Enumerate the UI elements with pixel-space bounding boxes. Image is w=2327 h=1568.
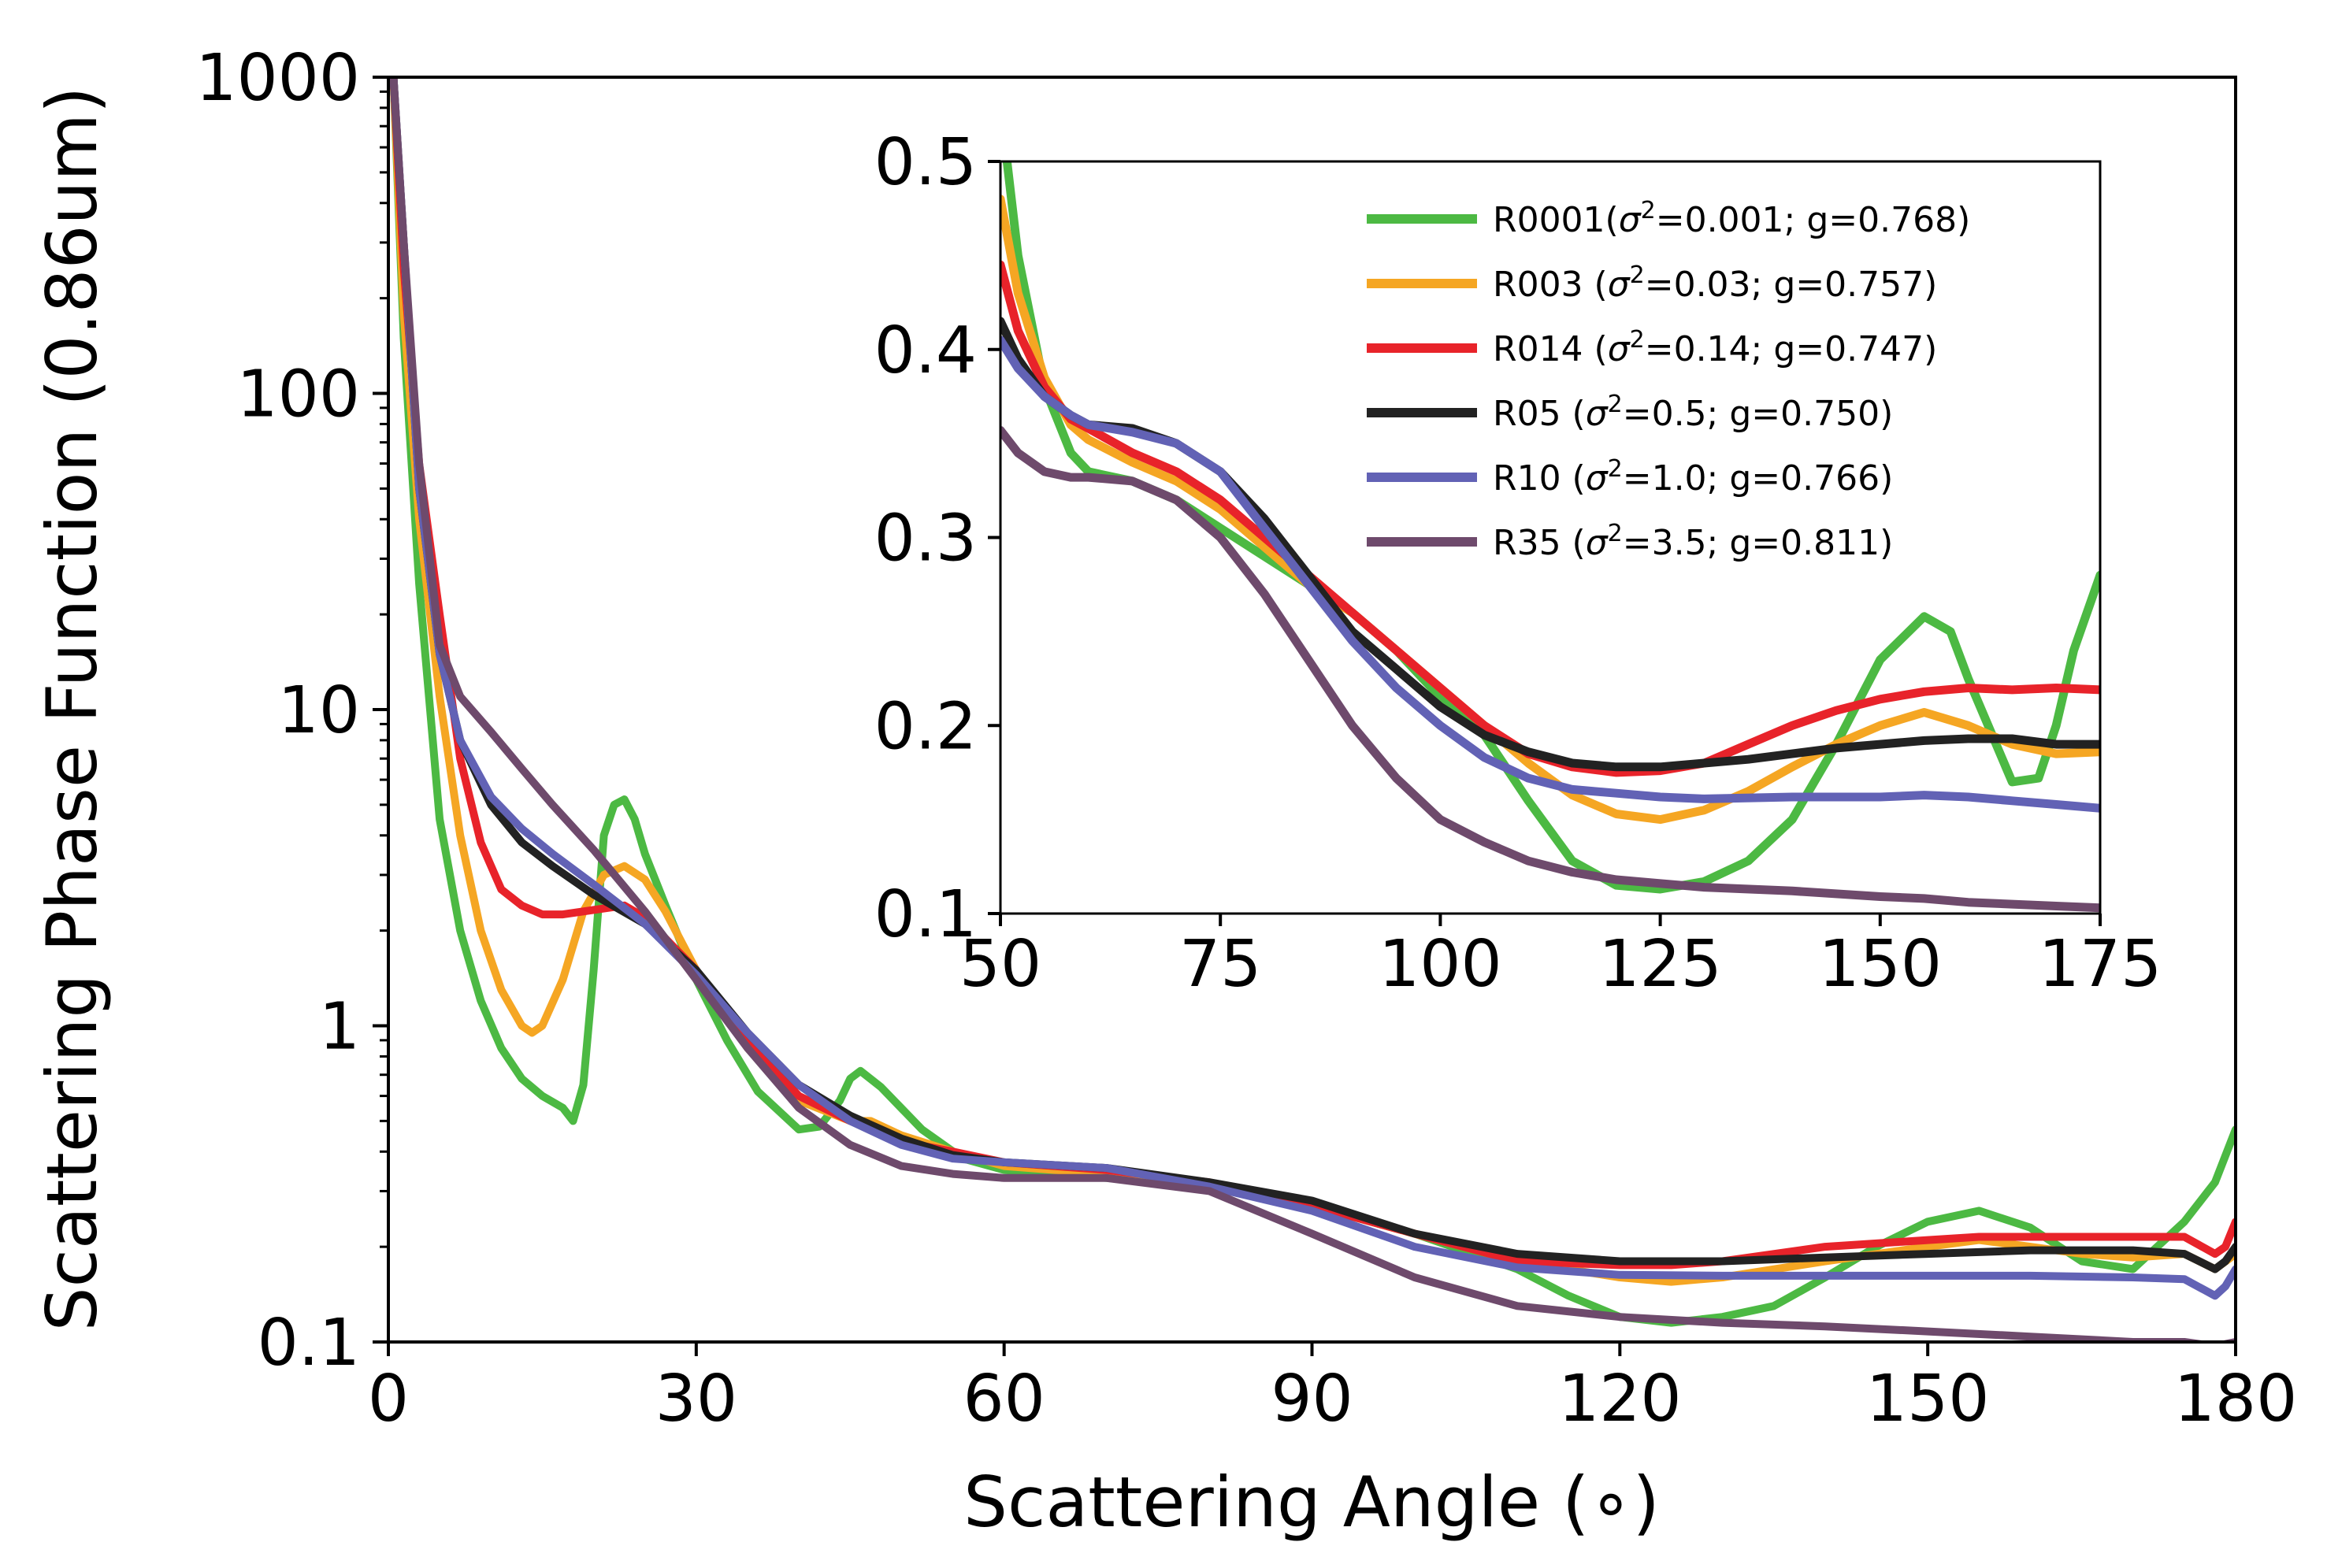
inset-series-line-r10 (1000, 335, 2100, 813)
legend-prefix: R05 ( (1493, 394, 1586, 434)
inset-x-tick-label: 150 (1819, 927, 1943, 1002)
inset-series-group (1000, 161, 2100, 913)
legend-exponent: 2 (1630, 326, 1645, 354)
legend-entry-r0001: R0001(σ2=0.001; g=0.768) (1493, 197, 1970, 241)
legend: R0001(σ2=0.001; g=0.768)R003 (σ2=0.03; g… (1367, 197, 1970, 564)
inset-y-tick-label: 0.3 (874, 502, 977, 576)
legend-sigma: σ (1586, 523, 1609, 563)
legend-suffix: =0.03; g=0.757) (1645, 265, 1938, 305)
legend-entry-r05: R05 (σ2=0.5; g=0.750) (1493, 391, 1893, 435)
legend-suffix: =3.5; g=0.811) (1623, 523, 1894, 563)
main-y-tick-label: 100 (236, 358, 360, 432)
inset-x-tick-label: 100 (1379, 927, 1502, 1002)
legend-sigma: σ (1586, 394, 1609, 434)
main-y-tick-label: 10 (278, 673, 360, 748)
main-x-tick-label: 0 (368, 1362, 409, 1436)
x-axis-label: Scattering Angle (∘) (963, 1462, 1660, 1543)
inset-y-tick-label: 0.4 (874, 313, 977, 388)
legend-prefix: R014 ( (1493, 329, 1608, 369)
inset-x-tick-label: 75 (1179, 927, 1261, 1002)
legend-prefix: R0001( (1493, 200, 1619, 240)
main-series-group (389, 77, 2236, 1342)
legend-sigma: σ (1619, 200, 1642, 240)
main-y-tick-label: 1000 (195, 41, 360, 116)
legend-suffix: =1.0; g=0.766) (1623, 458, 1894, 499)
legend-exponent: 2 (1630, 261, 1645, 289)
legend-exponent: 2 (1641, 197, 1656, 224)
main-series-line-r10 (389, 77, 2236, 1300)
legend-entry-r35: R35 (σ2=3.5; g=0.811) (1493, 520, 1893, 564)
legend-entry-r003: R003 (σ2=0.03; g=0.757) (1493, 261, 1937, 306)
inset-y-tick-label: 0.2 (874, 689, 977, 764)
legend-exponent: 2 (1608, 520, 1623, 547)
inset-x-tick-label: 175 (2039, 927, 2162, 1002)
main-x-tick-label: 90 (1271, 1362, 1353, 1436)
inset-x-tick-label: 50 (959, 927, 1041, 1002)
legend-entry-r014: R014 (σ2=0.14; g=0.747) (1493, 326, 1937, 370)
main-y-tick-label: 1 (319, 990, 360, 1065)
main-x-tick-label: 150 (1866, 1362, 1990, 1436)
inset-plot-area: 50 75 100 125 150 1750.10.20.30.40.5R0001(σ2=… (874, 125, 2162, 1002)
legend-exponent: 2 (1608, 455, 1623, 483)
inset-series-line-r35 (1000, 425, 2100, 913)
inset-y-tick-label: 0.1 (874, 877, 977, 952)
legend-sigma: σ (1608, 329, 1631, 369)
legend-suffix: =0.001; g=0.768) (1656, 200, 1971, 240)
main-x-tick-label: 180 (2174, 1362, 2298, 1436)
legend-exponent: 2 (1608, 391, 1623, 418)
inset-y-tick-label: 0.5 (874, 125, 977, 200)
main-series-line-r35 (389, 77, 2236, 1342)
main-y-tick-label: 0.1 (258, 1306, 360, 1381)
main-x-tick-label: 120 (1558, 1362, 1682, 1436)
main-x-tick-label: 60 (963, 1362, 1045, 1436)
legend-prefix: R35 ( (1493, 523, 1586, 563)
legend-sigma: σ (1586, 458, 1609, 499)
legend-prefix: R003 ( (1493, 265, 1608, 305)
legend-sigma: σ (1608, 265, 1631, 305)
legend-suffix: =0.5; g=0.750) (1623, 394, 1894, 434)
legend-entry-r10: R10 (σ2=1.0; g=0.766) (1493, 455, 1893, 499)
y-axis-label: Scattering Phase Function (0.86um) (32, 87, 113, 1332)
legend-prefix: R10 ( (1493, 458, 1586, 499)
main-x-tick-label: 30 (655, 1362, 737, 1436)
inset-x-tick-label: 125 (1598, 927, 1722, 1002)
legend-suffix: =0.14; g=0.747) (1645, 329, 1938, 369)
